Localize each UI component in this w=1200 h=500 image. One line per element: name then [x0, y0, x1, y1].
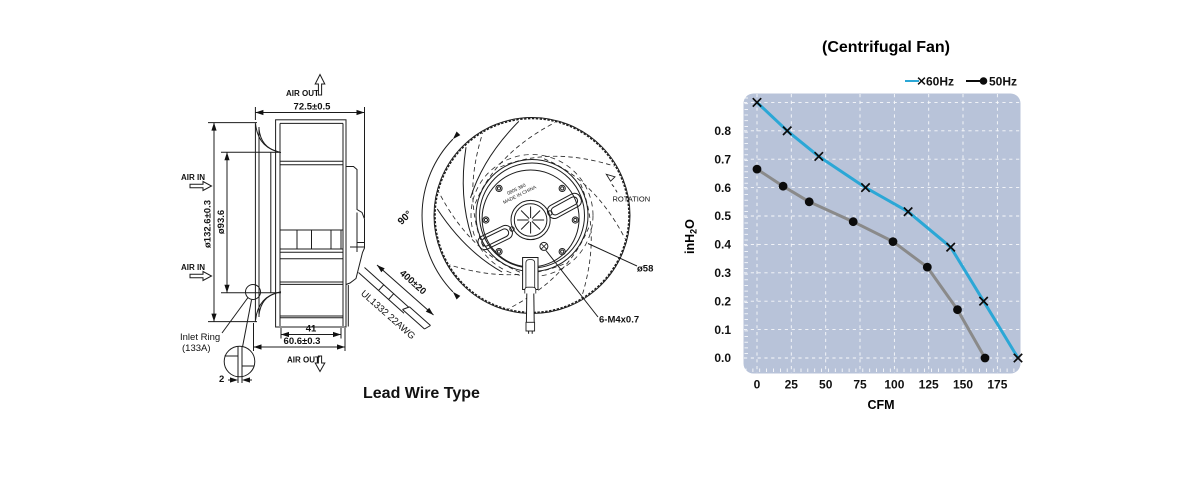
svg-text:0.5: 0.5 — [714, 209, 731, 223]
svg-text:0.1: 0.1 — [714, 323, 731, 337]
svg-text:175: 175 — [987, 378, 1007, 392]
svg-text:50Hz: 50Hz — [989, 75, 1017, 89]
svg-text:CFM: CFM — [867, 398, 894, 412]
svg-text:0.4: 0.4 — [714, 238, 731, 252]
svg-text:ø132.6±0.3: ø132.6±0.3 — [203, 200, 214, 248]
svg-text:AIR OUT: AIR OUT — [286, 89, 319, 98]
svg-text:41: 41 — [306, 324, 317, 335]
svg-text:(133A): (133A) — [182, 343, 211, 354]
svg-text:100: 100 — [884, 378, 904, 392]
svg-text:AIR OUT: AIR OUT — [287, 356, 320, 365]
svg-text:ø58: ø58 — [637, 264, 653, 275]
svg-text:0.3: 0.3 — [714, 266, 731, 280]
svg-text:6-M4x0.7: 6-M4x0.7 — [599, 315, 639, 326]
svg-text:60.6±0.3: 60.6±0.3 — [284, 336, 321, 347]
svg-text:ROTATION: ROTATION — [613, 195, 651, 204]
svg-text:ø93.6: ø93.6 — [216, 210, 227, 234]
svg-text:0.0: 0.0 — [714, 351, 731, 365]
svg-text:AIR IN: AIR IN — [181, 173, 205, 182]
svg-text:Lead Wire Type: Lead Wire Type — [363, 385, 480, 402]
svg-text:150: 150 — [953, 378, 973, 392]
svg-text:Inlet Ring: Inlet Ring — [180, 332, 220, 343]
svg-text:75: 75 — [853, 378, 867, 392]
svg-text:0.2: 0.2 — [714, 294, 731, 308]
svg-text:60Hz: 60Hz — [926, 75, 954, 89]
svg-text:0.6: 0.6 — [714, 181, 731, 195]
svg-text:AIR IN: AIR IN — [181, 263, 205, 272]
svg-text:125: 125 — [919, 378, 939, 392]
svg-text:72.5±0.5: 72.5±0.5 — [294, 102, 332, 113]
svg-text:2: 2 — [219, 374, 224, 385]
svg-text:25: 25 — [785, 378, 799, 392]
svg-text:0.8: 0.8 — [714, 124, 731, 138]
svg-text:0: 0 — [754, 378, 761, 392]
svg-text:50: 50 — [819, 378, 833, 392]
svg-text:(Centrifugal Fan): (Centrifugal Fan) — [822, 39, 950, 56]
svg-text:0.7: 0.7 — [714, 152, 731, 166]
svg-text:inH2O: inH2O — [683, 219, 699, 254]
